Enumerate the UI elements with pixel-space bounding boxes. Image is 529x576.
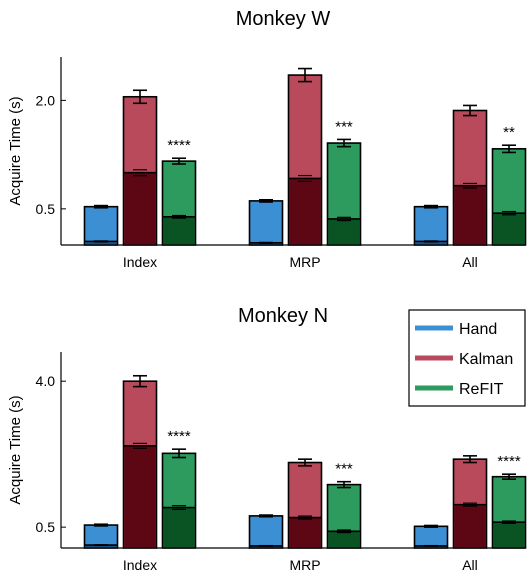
x-tick-label: All <box>462 557 478 573</box>
y-tick-label: 2.0 <box>36 92 56 108</box>
chart-title: Monkey W <box>236 8 331 30</box>
bar-hand <box>83 205 119 246</box>
bar-inner-hand <box>85 241 117 245</box>
x-tick-label: MRP <box>289 254 320 270</box>
x-tick-label: MRP <box>289 557 320 573</box>
legend-label: Kalman <box>459 351 513 368</box>
legend-label: Hand <box>459 321 497 338</box>
significance-marker: *** <box>335 118 353 135</box>
bar-inner-kalman <box>454 504 486 548</box>
bar-hand <box>413 205 449 246</box>
bar-inner-refit <box>328 218 360 245</box>
panel-monkey-n: Monkey N Acquire Time (s) 0.5 4.0 **** Index *… <box>7 305 527 573</box>
y-tick-label: 4.0 <box>36 373 56 389</box>
y-tick-label: 0.5 <box>36 201 56 217</box>
bar-hand <box>248 515 284 549</box>
bar-inner-kalman <box>289 517 321 548</box>
bar-inner-refit <box>163 216 195 245</box>
bar-inner-hand <box>415 241 447 245</box>
y-axis-label: Acquire Time (s) <box>7 395 24 504</box>
bar-inner-refit <box>493 522 525 548</box>
y-tick-label: 0.5 <box>36 519 56 535</box>
significance-marker: **** <box>497 453 521 470</box>
bar-inner-refit <box>328 531 360 548</box>
chart-title: Monkey N <box>238 305 328 327</box>
y-axis-label: Acquire Time (s) <box>7 96 24 205</box>
x-tick-label: Index <box>123 557 157 573</box>
x-tick-label: Index <box>123 254 157 270</box>
significance-marker: ** <box>503 124 515 141</box>
significance-marker: **** <box>167 137 191 154</box>
bar-inner-kalman <box>454 185 486 245</box>
legend: Hand Kalman ReFIT <box>408 309 526 407</box>
significance-marker: *** <box>335 461 353 478</box>
bar-inner-hand <box>85 545 117 548</box>
bar-hand <box>413 525 449 549</box>
bar-hand <box>248 200 284 246</box>
panel-monkey-w: Monkey W Acquire Time (s) 0.5 2.0 **** Index *… <box>7 8 527 270</box>
bar-inner-kalman <box>124 445 156 548</box>
bar-inner-refit <box>493 213 525 245</box>
bar-inner-kalman <box>124 172 156 245</box>
x-tick-label: All <box>462 254 478 270</box>
bar-inner-kalman <box>289 178 321 245</box>
bar-inner-refit <box>163 507 195 548</box>
significance-marker: **** <box>167 428 191 445</box>
legend-label: ReFIT <box>459 381 504 398</box>
